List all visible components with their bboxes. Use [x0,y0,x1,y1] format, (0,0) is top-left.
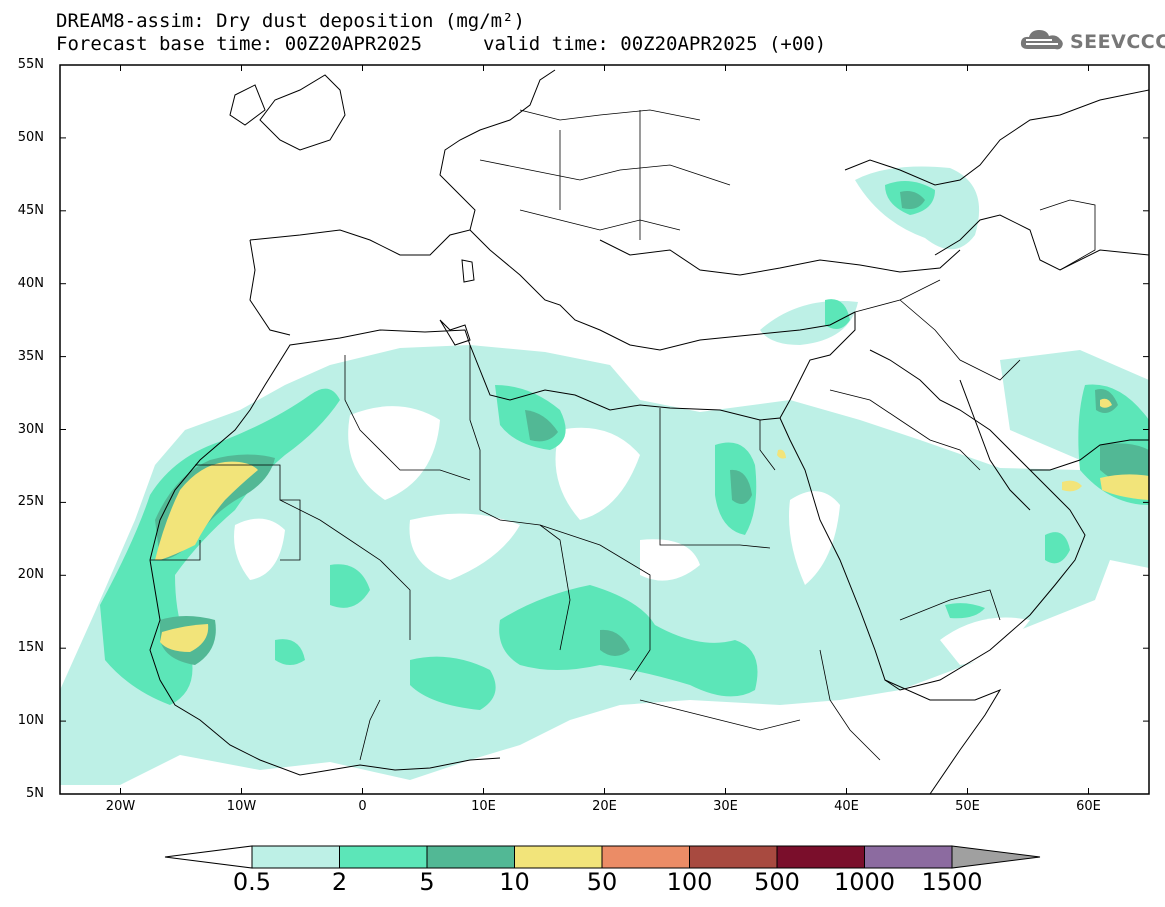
colorbar-label: 5 [419,868,435,896]
lat-label: 25N [17,494,44,510]
contour-gaps [234,406,1030,665]
colorbar [164,845,1041,869]
lon-label: 60E [1076,799,1101,814]
lat-label: 50N [17,129,44,145]
lat-label: 5N [26,786,44,801]
colorbar-label: 1000 [833,868,896,896]
lon-label: 10E [471,799,496,814]
valid-time: valid time: 00Z20APR2025 (+00) [483,33,827,55]
colorbar-box [601,845,690,869]
colorbar-label: 0.5 [232,868,272,896]
lat-label: 15N [17,640,44,656]
colorbar-label: 50 [586,868,618,896]
coastlines-and-borders [149,69,1149,794]
forecast-base-time: Forecast base time: 00Z20APR2025 [56,33,423,55]
colorbar-box [339,845,428,869]
contour-level-10 [155,398,1149,652]
cloud-icon [1018,27,1066,57]
colorbar-box [514,845,603,869]
lon-label: 40E [834,799,859,814]
lon-label: 30E [713,799,738,814]
lat-label: 30N [17,421,44,437]
map-title: DREAM8-assim: Dry dust deposition (mg/m²… [56,10,525,32]
axis-ticks [60,64,1149,795]
colorbar-label: 2 [331,868,348,896]
colorbar-box [251,845,340,869]
colorbar-label: 100 [666,868,713,896]
colorbar-label: 500 [754,868,800,896]
lon-label: 0 [358,799,367,814]
lon-label: 20E [592,799,617,814]
lat-label: 45N [17,202,44,218]
lon-label: 20W [105,799,136,814]
colorbar-label: 10 [499,868,530,896]
colorbar-boxes [251,845,953,869]
lat-label: 10N [17,713,44,729]
lon-label: 50E [955,799,980,814]
colorbar-box [426,845,515,869]
colorbar-over-arrow [951,845,1041,869]
colorbar-box [776,845,865,869]
logo-text: SEEVCCC [1070,31,1165,53]
lon-label: 10W [226,799,257,814]
country-borders [150,109,1096,761]
lat-label: 35N [17,348,44,364]
colorbar-under-arrow [164,845,253,869]
lat-label: 20N [17,567,44,583]
lat-label: 55N [17,57,44,72]
lat-label: 40N [17,275,44,291]
colorbar-label: 1500 [921,868,983,896]
colorbar-box [864,845,953,869]
seevccc-logo: SEEVCCC [1018,27,1165,57]
colorbar-box [689,845,778,869]
